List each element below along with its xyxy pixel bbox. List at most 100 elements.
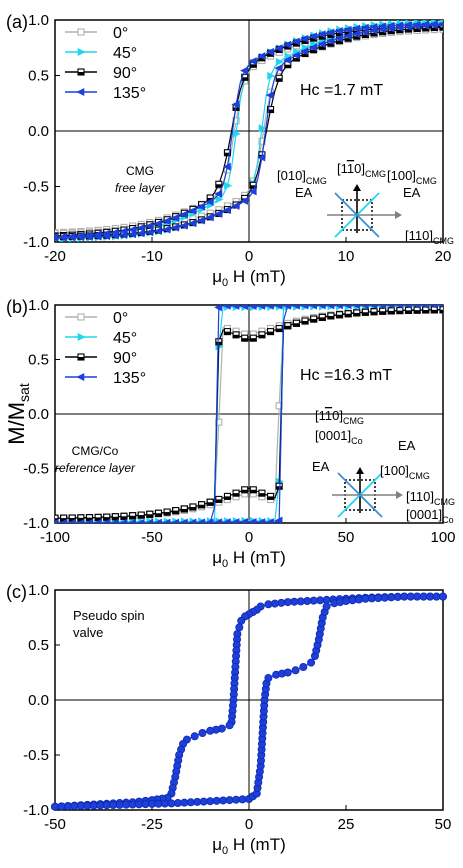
data-point-fill [284, 64, 291, 68]
data-point-fill [77, 517, 84, 521]
data-point [264, 600, 273, 609]
ea-diagonal [337, 472, 383, 518]
data-point-fill [327, 315, 334, 319]
data-point-fill [319, 317, 326, 321]
data-point [205, 518, 214, 523]
data-point [343, 25, 352, 34]
data-point-fill [95, 517, 102, 521]
data-point-fill [310, 319, 317, 323]
data-point [214, 209, 223, 218]
data-point-fill [302, 53, 309, 57]
y-tick-label: -1.0 [23, 802, 49, 819]
y-tick-label: 1.0 [28, 12, 49, 29]
data-point [136, 518, 145, 523]
data-point-fill [224, 152, 231, 156]
x-axis-label: μ0 H (mT) [212, 267, 286, 289]
data-point-fill [233, 334, 240, 338]
data-point [438, 22, 443, 28]
chart-panel-1: -100 -50 0 50 100 -1.0 -0.5 0.0 0.5 1.0 μ0 H (mT) (… [4, 297, 456, 570]
data-point-fill [241, 77, 248, 81]
data-point [110, 518, 119, 523]
data-point [377, 25, 386, 34]
arrowhead [356, 467, 364, 474]
data-point [291, 305, 300, 310]
ea-label-right: EA [398, 438, 416, 453]
data-point [76, 233, 85, 242]
data-point [352, 29, 361, 38]
data-point-fill [388, 30, 395, 34]
data-point [240, 66, 248, 75]
data-point [58, 518, 67, 523]
data-point [300, 47, 309, 56]
x-tick-label: -10 [141, 248, 163, 265]
axis-label-110: [110]CMG [406, 489, 455, 507]
series-line [55, 309, 443, 519]
x-tick-label: 0 [245, 248, 253, 265]
data-point [341, 597, 350, 606]
data-point-fill [345, 31, 352, 35]
data-point [235, 623, 244, 632]
data-point [274, 64, 283, 73]
data-point-fill [258, 57, 265, 61]
data-point-fill [371, 311, 378, 315]
data-point-fill [422, 309, 429, 313]
crystal-axes-diagram: [110]CMG[0001]Co[100]CMGEAEA[110]CMG[000… [312, 408, 455, 525]
y-tick-label: 1.0 [28, 582, 49, 599]
legend-label: 135° [113, 370, 146, 387]
data-point-fill [293, 43, 300, 47]
data-point-fill [69, 518, 76, 522]
data-point [412, 22, 421, 31]
data-point [257, 52, 266, 61]
data-point [240, 305, 248, 311]
data-point-fill [371, 32, 378, 36]
data-point [67, 233, 76, 242]
data-point [77, 333, 86, 341]
data-point [162, 518, 171, 523]
data-point [322, 602, 331, 611]
data-point [198, 729, 207, 738]
data-point [291, 51, 300, 60]
ea-label-right: EA [403, 185, 421, 200]
data-point [162, 216, 171, 225]
data-point [232, 129, 241, 138]
data-point [343, 32, 352, 40]
data-point [171, 518, 180, 523]
data-point-fill [284, 46, 291, 50]
sample-sublabel: reference layer [55, 461, 136, 475]
data-point [205, 213, 214, 222]
annotation-line: valve [73, 625, 103, 640]
data-point [265, 305, 274, 310]
y-tick-label: 0.0 [28, 123, 49, 140]
data-point [317, 30, 326, 39]
y-tick-label: -1.0 [23, 234, 49, 251]
data-point [102, 518, 111, 523]
y-tick-label: 0.5 [28, 352, 49, 369]
series-3 [55, 20, 443, 242]
data-point-fill [336, 314, 343, 318]
axis-label-100: [100]CMG [387, 168, 437, 186]
data-point [55, 233, 59, 242]
ea-label-left: EA [312, 459, 330, 474]
data-point [196, 518, 205, 523]
data-point [360, 305, 369, 310]
legend-label: 90° [113, 65, 137, 82]
series-line [55, 21, 443, 239]
data-point [265, 47, 274, 56]
data-point [429, 305, 438, 310]
axis-label-010: [010]CMG [277, 168, 327, 186]
data-point [421, 21, 430, 30]
data-point [58, 233, 67, 242]
data-point-fill [224, 496, 231, 500]
data-point [222, 518, 231, 523]
data-point [179, 221, 188, 230]
sample-label: CMG/Co [72, 444, 119, 458]
data-point-fill [250, 338, 257, 342]
series-3 [55, 305, 443, 523]
data-point [145, 222, 154, 230]
data-point [190, 732, 199, 741]
data-point [188, 219, 197, 228]
data-point-fill [233, 493, 240, 497]
ea-diagonal [334, 192, 380, 238]
data-point [334, 27, 343, 36]
data-point [188, 206, 197, 215]
